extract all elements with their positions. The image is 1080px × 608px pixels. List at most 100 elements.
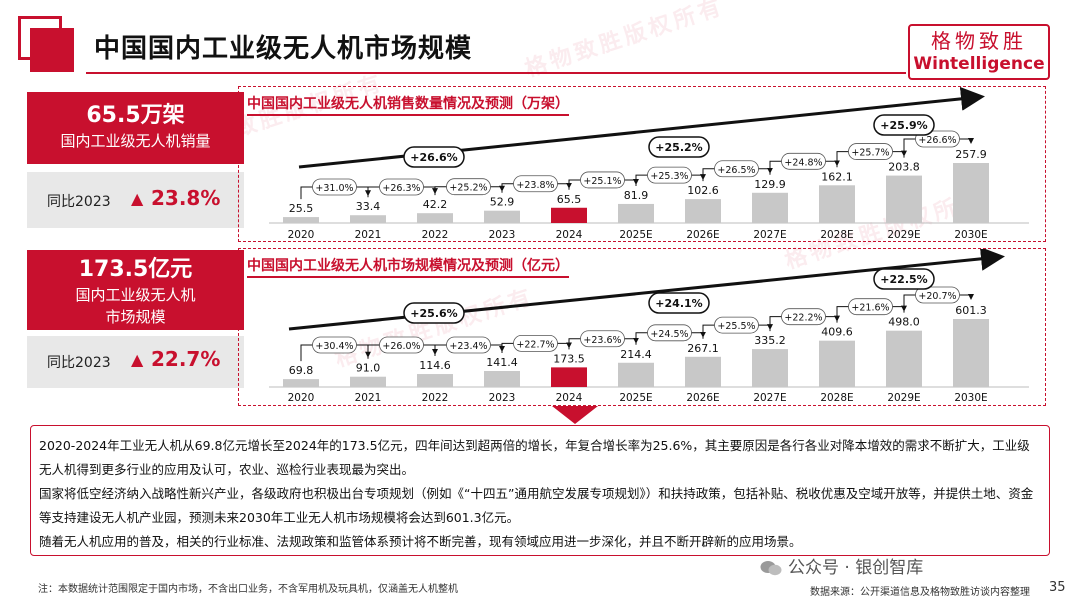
kpi-market-value: 173.5亿元 [78, 257, 193, 282]
bar [350, 376, 386, 387]
x-tick-label: 2026E [686, 392, 719, 404]
growth-pill [781, 152, 826, 170]
wechat-account: 公众号 · 银创智库 [760, 553, 923, 578]
bar [886, 175, 922, 223]
bar-value-label: 91.0 [356, 362, 381, 375]
growth-label: +25.7% [851, 148, 889, 159]
cagr-pill [648, 292, 710, 314]
x-tick-label: 2023 [489, 392, 516, 404]
x-tick-label: 2030E [954, 392, 987, 404]
bar-value-label: 203.8 [888, 161, 920, 174]
growth-label: +23.6% [583, 335, 621, 346]
x-tick-label: 2029E [887, 392, 920, 404]
x-tick-label: 2026E [686, 229, 719, 241]
kpi-sales-yoy-label: 同比2023 [47, 194, 111, 210]
growth-pill [379, 336, 424, 354]
bar [819, 340, 855, 387]
sales-chart-svg: 25.5 2020 33.4 2021 42.2 2022 52.9 2023 65.5 2024… [269, 87, 1029, 241]
growth-pill [312, 336, 357, 354]
bar [685, 356, 721, 387]
cagr-label: +25.2% [655, 141, 702, 154]
bar-value-label: 33.4 [356, 200, 381, 213]
bar [886, 330, 922, 387]
bar-value-label: 162.1 [821, 170, 853, 183]
x-tick-label: 2020 [288, 392, 315, 404]
growth-pill [580, 171, 625, 189]
growth-label: +26.5% [717, 165, 755, 176]
footnote: 注：本数据统计范围限定于国内市场，不含出口业务，不含军用机及玩具机，仅涵盖无人机… [38, 584, 458, 595]
growth-label: +25.1% [583, 176, 621, 187]
growth-label: +30.4% [315, 341, 353, 352]
bar-value-label: 102.6 [687, 184, 719, 197]
cagr-label: +25.6% [410, 307, 457, 320]
bar [551, 207, 587, 223]
x-tick-label: 2025E [619, 229, 652, 241]
bar [350, 215, 386, 223]
bar [953, 163, 989, 223]
up-triangle-icon: ▲ [131, 350, 144, 369]
kpi-market-card: 173.5亿元 国内工业级无人机 市场规模 [27, 250, 244, 330]
bar [283, 379, 319, 387]
bar [551, 367, 587, 387]
growth-label: +26.3% [382, 183, 420, 194]
logo-mark [18, 16, 74, 72]
down-arrow-icon [552, 406, 598, 424]
growth-pill [379, 178, 424, 196]
summary-paragraph: 2020-2024年工业无人机从69.8亿元增长至2024年的173.5亿元，四… [39, 438, 1030, 477]
brand-name-cn: 格物致胜 [931, 29, 1027, 53]
bar [417, 213, 453, 223]
growth-pill [647, 324, 692, 342]
bar-value-label: 173.5 [553, 352, 585, 365]
bar-value-label: 129.9 [754, 178, 786, 191]
bar [283, 217, 319, 223]
bar [819, 185, 855, 223]
page-title: 中国国内工业级无人机市场规模 [94, 34, 473, 64]
growth-pill [714, 316, 759, 334]
kpi-market-yoy-label: 同比2023 [47, 355, 111, 371]
bar-value-label: 214.4 [620, 348, 652, 361]
x-tick-label: 2025E [619, 392, 652, 404]
up-triangle-icon: ▲ [131, 189, 144, 208]
bar-value-label: 141.4 [486, 356, 518, 369]
growth-pill [446, 178, 491, 196]
cagr-pill [873, 114, 935, 136]
kpi-market-yoy: 同比2023 ▲ 22.7% [27, 336, 244, 388]
growth-label: +24.5% [650, 329, 688, 340]
market-chart-title: 中国国内工业级无人机市场规模情况及预测（亿元） [247, 255, 569, 278]
brand-logo: 格物致胜 Wintelligence [908, 24, 1050, 80]
x-tick-label: 2027E [753, 392, 786, 404]
bar [752, 192, 788, 223]
bar-value-label: 25.5 [289, 202, 314, 215]
cagr-pill [403, 146, 465, 168]
sales-chart: 中国国内工业级无人机销售数量情况及预测（万架） 25.5 2020 33.4 2021… [238, 86, 1046, 242]
title-divider [86, 72, 906, 74]
kpi-sales-yoy-value: 23.8% [151, 186, 221, 210]
summary-paragraph: 随着无人机应用的普及，相关的行业标准、法规政策和监管体系预计将不断完善，现有领域… [39, 534, 802, 549]
x-tick-label: 2028E [820, 229, 853, 241]
kpi-market-label-line1: 国内工业级无人机 [75, 286, 196, 304]
growth-pill [446, 336, 491, 354]
x-tick-label: 2024 [556, 392, 583, 404]
cagr-label: +22.5% [880, 273, 927, 286]
bar [618, 362, 654, 387]
cagr-label: +26.6% [410, 151, 457, 164]
growth-label: +25.2% [449, 183, 487, 194]
growth-label: +21.6% [851, 303, 889, 314]
kpi-sales-yoy: 同比2023 ▲ 23.8% [27, 172, 244, 228]
x-tick-label: 2021 [355, 392, 382, 404]
summary-paragraph: 国家将低空经济纳入战略性新兴产业，各级政府也积极出台专项规划（例如《“十四五”通… [39, 486, 1034, 525]
bar [484, 210, 520, 223]
wechat-icon [760, 561, 782, 576]
bar-value-label: 409.6 [821, 326, 853, 339]
bar-value-label: 42.2 [423, 198, 448, 211]
bar-value-label: 65.5 [557, 193, 582, 206]
x-tick-label: 2020 [288, 229, 315, 241]
growth-label: +31.0% [315, 183, 353, 194]
growth-label: +26.6% [918, 135, 956, 146]
x-tick-label: 2029E [887, 229, 920, 241]
x-tick-label: 2030E [954, 229, 987, 241]
growth-label: +22.2% [784, 313, 822, 324]
page-number: 35 [1049, 580, 1066, 595]
cagr-pill [873, 268, 935, 290]
data-source: 数据来源：公开渠道信息及格物致胜访谈内容整理 [810, 587, 1030, 598]
